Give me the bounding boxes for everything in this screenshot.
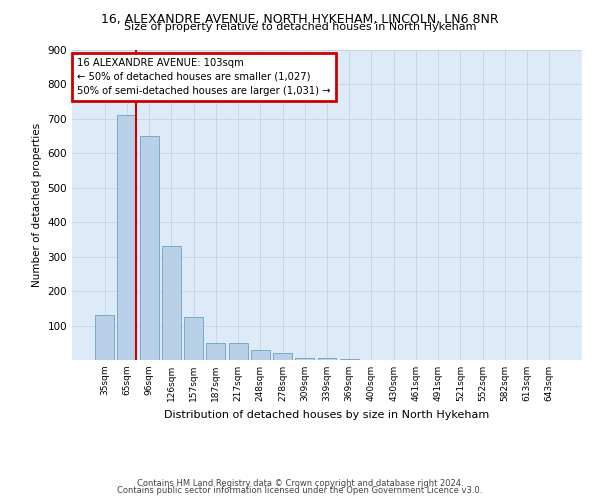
Text: Contains public sector information licensed under the Open Government Licence v3: Contains public sector information licen… — [118, 486, 482, 495]
Y-axis label: Number of detached properties: Number of detached properties — [32, 123, 42, 287]
Text: Contains HM Land Registry data © Crown copyright and database right 2024.: Contains HM Land Registry data © Crown c… — [137, 478, 463, 488]
Bar — [251, 350, 270, 360]
Text: Size of property relative to detached houses in North Hykeham: Size of property relative to detached ho… — [124, 22, 476, 32]
Bar — [206, 343, 225, 360]
Bar — [273, 353, 292, 360]
Text: 16 ALEXANDRE AVENUE: 103sqm
← 50% of detached houses are smaller (1,027)
50% of : 16 ALEXANDRE AVENUE: 103sqm ← 50% of det… — [77, 58, 331, 96]
Bar — [162, 246, 181, 360]
Bar — [140, 136, 158, 360]
Bar — [229, 343, 248, 360]
Bar — [95, 315, 114, 360]
X-axis label: Distribution of detached houses by size in North Hykeham: Distribution of detached houses by size … — [164, 410, 490, 420]
Bar — [295, 358, 314, 360]
Bar — [184, 317, 203, 360]
Bar — [118, 116, 136, 360]
Bar — [340, 359, 359, 360]
Bar — [317, 358, 337, 360]
Text: 16, ALEXANDRE AVENUE, NORTH HYKEHAM, LINCOLN, LN6 8NR: 16, ALEXANDRE AVENUE, NORTH HYKEHAM, LIN… — [101, 12, 499, 26]
